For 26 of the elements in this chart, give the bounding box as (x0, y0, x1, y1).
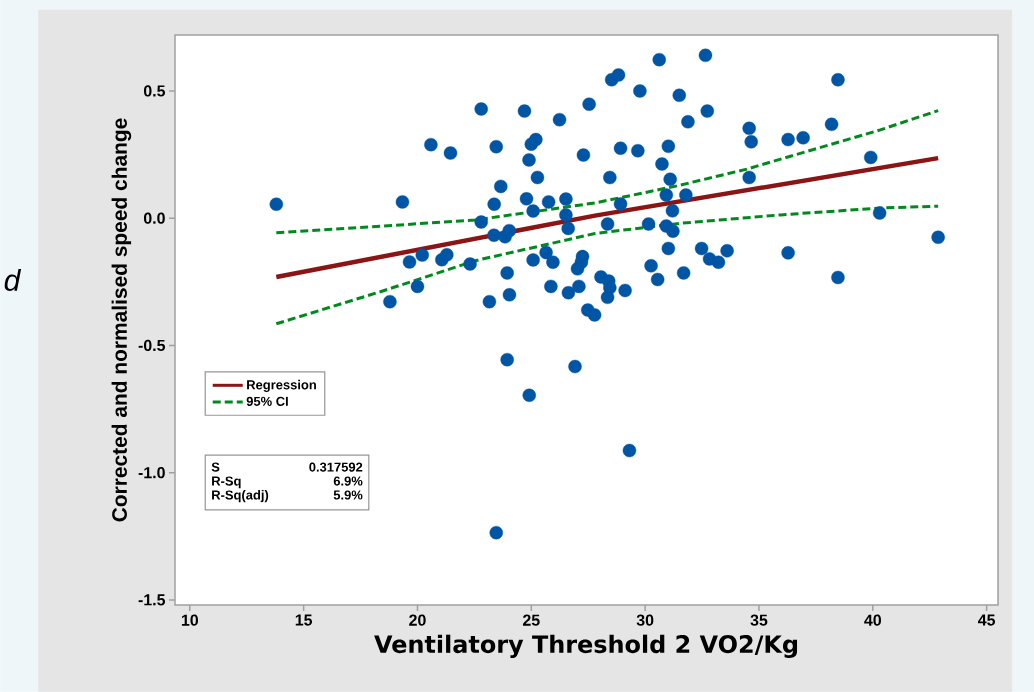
y-tick-label: 0.5 (143, 85, 166, 97)
y-tick-label: 0.0 (143, 212, 165, 224)
x-tick-label: 35 (750, 614, 768, 626)
annotation: 5.9% (333, 490, 363, 500)
line-series (274, 109, 940, 235)
annotation: 0.317592 (309, 462, 363, 472)
x-tick-label: 25 (522, 614, 540, 626)
annotation: 6.9% (333, 476, 363, 486)
x-tick-label: 15 (295, 614, 313, 626)
annotation: S (211, 462, 220, 472)
y-tick-label: -1.0 (138, 467, 165, 479)
x-tick-label: 20 (409, 614, 426, 626)
legend-label: 95% CI (246, 396, 288, 406)
legend-label: Regression (247, 379, 316, 393)
annotation: R-Sq(adj) (212, 490, 269, 503)
text: d (4, 269, 22, 291)
y-axis-title: Corrected and normalised speed change (111, 118, 132, 522)
annotation: R-Sq (212, 476, 241, 489)
y-tick-label: -0.5 (138, 339, 166, 352)
x-tick-label: 10 (181, 614, 199, 626)
x-tick-label: 30 (636, 614, 654, 626)
x-tick-label: 45 (978, 614, 996, 626)
y-tick-label: -1.5 (138, 594, 166, 606)
x-axis-title: Ventilatory Threshold 2 VO2/Kg (374, 634, 798, 658)
line-series (274, 204, 940, 326)
x-tick-label: 40 (864, 614, 881, 626)
